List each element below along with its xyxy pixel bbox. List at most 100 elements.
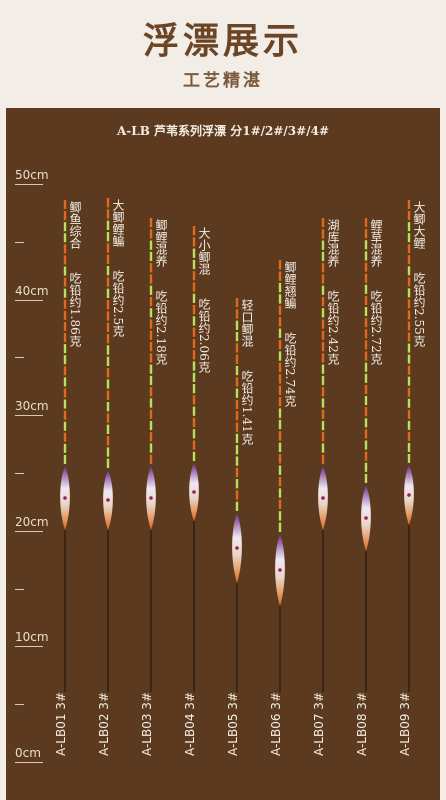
float-tip-segment — [106, 277, 110, 287]
float-tip-segment — [106, 243, 110, 253]
float-tip-segment — [235, 343, 239, 353]
float-tip-segment — [63, 333, 67, 343]
float-tip-segment — [192, 237, 196, 247]
display-panel — [6, 108, 440, 800]
float-9-weight: 吃铅约2.55克 — [412, 272, 426, 347]
float-tip-segment — [364, 284, 368, 294]
float-tip-segment — [149, 274, 153, 284]
float-tip-segment — [192, 451, 196, 461]
float-tip-segment — [321, 375, 325, 386]
float-tip-segment — [192, 429, 196, 439]
float-tip-segment — [364, 418, 368, 428]
float-tip-segment — [63, 200, 67, 210]
float-tip-segment — [149, 240, 153, 250]
float-tip-segment — [278, 476, 282, 487]
float-tip-segment — [192, 293, 196, 303]
ruler-label: 30cm — [15, 399, 49, 413]
float-tip-segment — [407, 299, 411, 309]
float-tip-segment — [407, 244, 411, 254]
float-tip-segment — [364, 251, 368, 261]
float-tip-segment — [364, 396, 368, 406]
float-tip-segment — [321, 263, 325, 273]
float-tip-segment — [235, 309, 239, 319]
float-tip-segment — [106, 436, 110, 446]
float-tip-segment — [321, 432, 325, 442]
float-4-name: 大小鲫混 — [197, 227, 211, 275]
float-tip-segment — [235, 377, 239, 387]
float-tip-segment — [63, 377, 67, 387]
float-tip-segment — [149, 263, 153, 273]
float-4-weight: 吃铅约2.06克 — [197, 298, 211, 373]
float-tip-segment — [63, 355, 67, 365]
float-tip-segment — [63, 321, 67, 331]
float-tip-segment — [192, 259, 196, 270]
float-tip-segment — [278, 351, 282, 361]
float-tip-segment — [321, 285, 325, 295]
ruler-label: 50cm — [15, 168, 49, 182]
float-tip-segment — [278, 522, 282, 532]
float-tip-segment — [235, 298, 239, 308]
float-tip-segment — [63, 244, 67, 254]
float-tip-segment — [321, 218, 325, 228]
float-tip-segment — [407, 398, 411, 408]
float-tip-segment — [321, 353, 325, 363]
ruler-minor-tick — [15, 357, 24, 358]
float-6-weight: 吃铅约2.74克 — [283, 332, 297, 407]
float-tip-segment — [106, 322, 110, 332]
float-tip-segment — [106, 254, 110, 264]
float-tip-segment — [321, 364, 325, 374]
ruler-major-tick — [15, 184, 43, 185]
float-tip-segment — [407, 343, 411, 353]
float-tip-segment — [407, 255, 411, 265]
float-9-model: A-LB09 3# — [398, 692, 412, 756]
float-tip-segment — [149, 218, 153, 228]
float-tip-segment — [192, 384, 196, 394]
float-tip-segment — [149, 387, 153, 397]
float-tip-segment — [149, 251, 153, 262]
float-tip-segment — [63, 366, 67, 376]
float-tip-segment — [407, 453, 411, 463]
float-5-name: 轻口鲫混 — [240, 299, 254, 347]
float-tip-segment — [278, 408, 282, 418]
float-tip-segment — [192, 271, 196, 281]
float-6-name: 鲫鲤翘鳊 — [283, 261, 297, 309]
float-1-name: 鲫鱼综合 — [68, 201, 82, 249]
float-tip-segment — [364, 329, 368, 339]
float-tip-segment — [106, 220, 110, 230]
float-tip-segment — [407, 233, 411, 243]
float-tip-segment — [278, 374, 282, 384]
float-tip-segment — [192, 350, 196, 360]
float-tip-segment — [106, 198, 110, 208]
float-tip-segment — [106, 334, 110, 344]
float-tip-segment — [149, 420, 153, 431]
float-tip-segment — [63, 222, 67, 232]
float-tip-segment — [364, 429, 368, 439]
float-tip-segment — [192, 327, 196, 337]
float-tip-segment — [364, 440, 368, 450]
float-tip-segment — [364, 240, 368, 250]
float-tip-segment — [407, 222, 411, 232]
float-tip-segment — [235, 399, 239, 410]
float-tip-segment — [63, 233, 67, 243]
float-tip-segment — [364, 229, 368, 239]
float-tip-segment — [278, 454, 282, 464]
float-tip-segment — [407, 409, 411, 419]
float-tip-segment — [63, 211, 67, 221]
float-tip-segment — [407, 211, 411, 221]
float-tip-segment — [106, 402, 110, 412]
float-8-weight: 吃铅约2.72克 — [369, 290, 383, 365]
float-tip-segment — [192, 372, 196, 382]
float-tip-segment — [63, 443, 67, 453]
float-tip-segment — [149, 364, 153, 374]
float-tip-segment — [278, 271, 282, 281]
float-tip-segment — [235, 422, 239, 432]
float-tip-segment — [321, 319, 325, 329]
float-tip-segment — [364, 318, 368, 328]
float-2-weight: 吃铅约2.5克 — [111, 270, 125, 338]
ruler-label: 20cm — [15, 515, 49, 529]
float-tip-segment — [192, 406, 196, 416]
